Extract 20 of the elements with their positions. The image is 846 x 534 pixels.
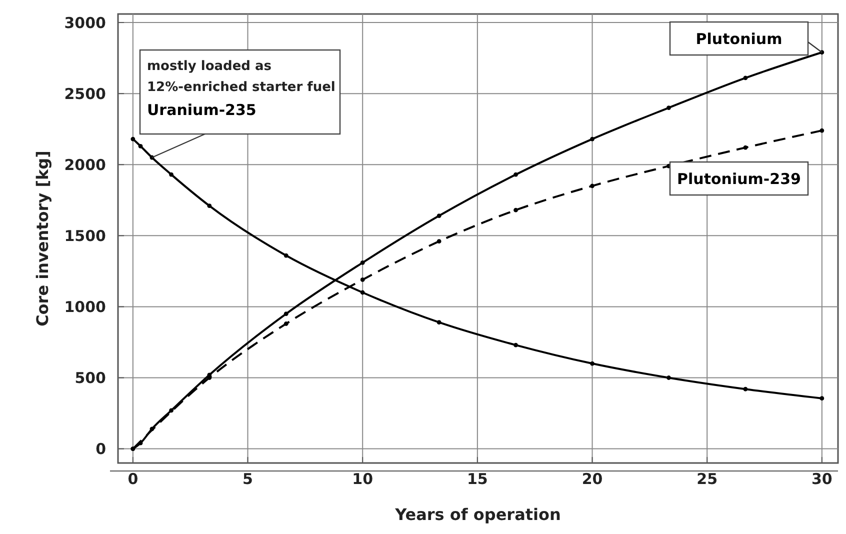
y-tick-label: 2000 bbox=[64, 156, 106, 174]
annotation: mostly loaded as 12%-enriched starter fuel bbox=[147, 59, 336, 95]
y-tick-label: 1500 bbox=[64, 226, 106, 245]
y-tick-label: 500 bbox=[74, 368, 106, 387]
x-tick-label: 5 bbox=[242, 470, 253, 488]
x-axis-title: Years of operation bbox=[394, 505, 561, 524]
series-label: Plutonium bbox=[696, 30, 782, 48]
x-tick-label: 20 bbox=[582, 470, 603, 488]
series-label: Plutonium-239 bbox=[677, 170, 801, 188]
y-tick-label: 0 bbox=[96, 440, 106, 458]
y-tick-label: 3000 bbox=[64, 14, 106, 32]
x-tick-label: 0 bbox=[128, 470, 138, 488]
y-axis-title: Core inventory [kg] bbox=[33, 150, 52, 326]
x-tick-label: 30 bbox=[811, 470, 832, 488]
y-tick-label: 2500 bbox=[64, 84, 106, 103]
x-tick-label: 15 bbox=[466, 470, 488, 488]
x-tick-label: 10 bbox=[352, 470, 374, 488]
x-tick-label: 25 bbox=[696, 470, 718, 488]
y-tick-label: 1000 bbox=[64, 298, 106, 316]
series-label: Uranium-235 bbox=[147, 101, 256, 119]
